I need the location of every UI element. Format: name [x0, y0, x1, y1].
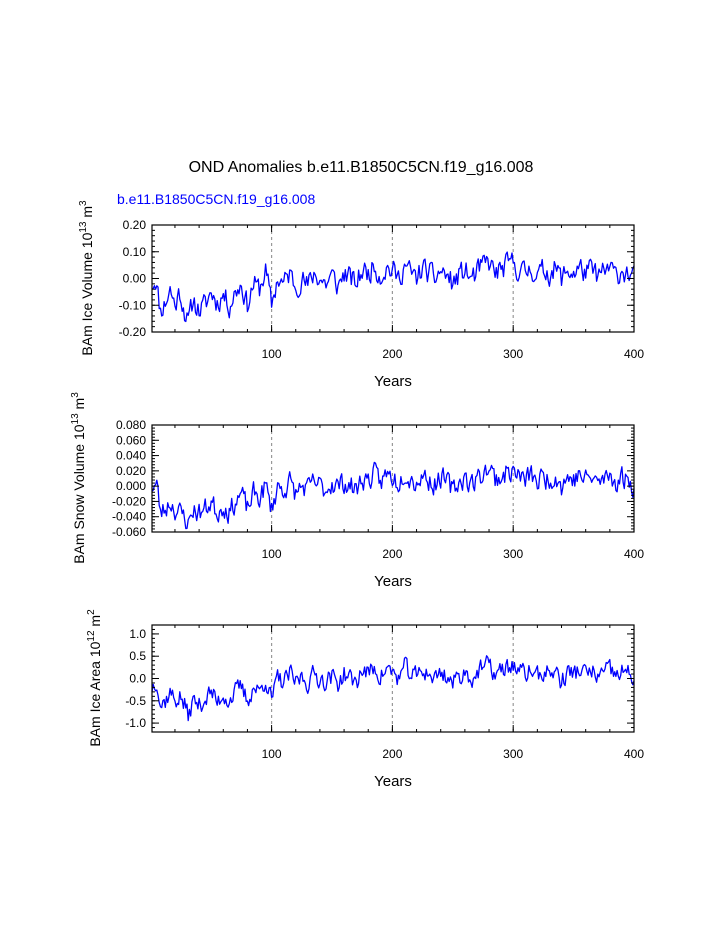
x-tick-label: 300	[503, 547, 523, 561]
xlabel-snow-volume: Years	[374, 573, 412, 590]
y-tick-label: 0.000	[116, 479, 146, 493]
y-tick-label: 0.020	[116, 464, 146, 478]
series-line	[151, 655, 635, 722]
x-tick-label: 100	[262, 747, 282, 761]
y-tick-label: 1.0	[129, 627, 146, 641]
figure-title: OND Anomalies b.e11.B1850C5CN.f19_g16.00…	[189, 159, 534, 176]
y-tick-label: 0.040	[116, 449, 146, 463]
ylabel-snow-volume: BAm Snow Volume 1013 m3	[70, 392, 87, 564]
y-tick-label: 0.20	[123, 218, 147, 232]
y-tick-label: -0.5	[125, 694, 146, 708]
y-tick-label: -0.10	[119, 298, 147, 312]
y-tick-label: -0.040	[112, 510, 146, 524]
ice-volume-panel: BAm Ice Volume 1013 m3 Years -0.20 -0.10 0…	[78, 200, 644, 390]
x-tick-label: 200	[382, 547, 402, 561]
y-tick-label: 0.060	[116, 433, 146, 447]
snow-volume-panel: BAm Snow Volume 1013 m3 Years -0.060-0.0…	[70, 392, 644, 590]
x-tick-label: 300	[503, 347, 523, 361]
ylabel-ice-volume: BAm Ice Volume 1013 m3	[78, 200, 95, 356]
x-tick-label: 300	[503, 747, 523, 761]
y-tick-label: 0.10	[123, 245, 147, 259]
y-tick-label: 0.080	[116, 418, 146, 432]
y-tick-label: -1.0	[125, 716, 146, 730]
xlabel-ice-volume: Years	[374, 373, 412, 390]
y-tick-label: -0.060	[112, 525, 146, 539]
y-tick-label: -0.020	[112, 494, 146, 508]
y-tick-label: 0.0	[129, 672, 146, 686]
series-line	[151, 461, 635, 530]
x-tick-label: 400	[624, 547, 644, 561]
y-tick-label: -0.20	[119, 325, 147, 339]
series-line	[151, 251, 635, 323]
xlabel-ice-area: Years	[374, 773, 412, 790]
x-tick-label: 100	[262, 547, 282, 561]
x-tick-label: 200	[382, 347, 402, 361]
y-tick-label: 0.5	[129, 649, 146, 663]
plot-frame	[151, 424, 635, 533]
y-tick-label: 0.00	[123, 272, 147, 286]
x-tick-label: 100	[262, 347, 282, 361]
ylabel-ice-area: BAm Ice Area 1012 m2	[86, 609, 103, 747]
x-tick-label: 400	[624, 747, 644, 761]
panel-subtitle: b.e11.B1850C5CN.f19_g16.008	[117, 191, 315, 207]
x-tick-label: 200	[382, 747, 402, 761]
ice-area-panel: BAm Ice Area 1012 m2 Years -1.0 -0.5 0.0 0.…	[86, 609, 644, 790]
x-tick-label: 400	[624, 347, 644, 361]
